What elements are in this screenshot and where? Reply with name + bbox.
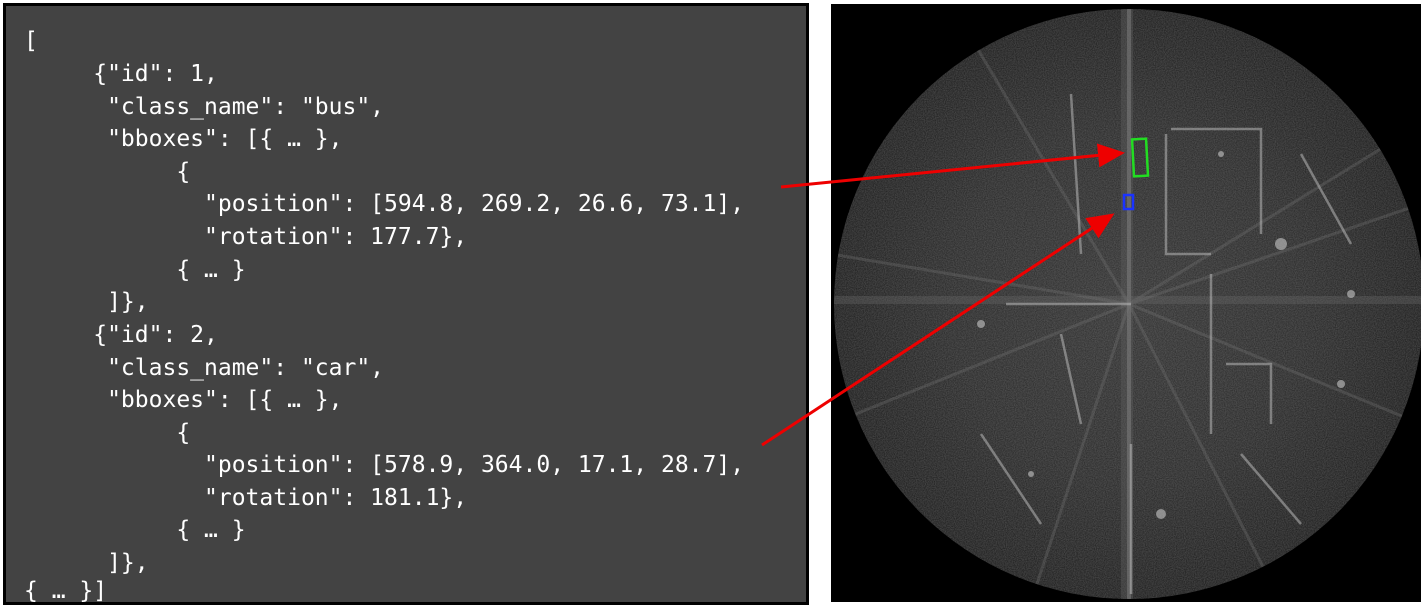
code-line: ]}, xyxy=(24,289,149,315)
radar-scan-image xyxy=(834,9,1421,599)
code-line: { xyxy=(24,420,191,446)
code-line: {"id": 1, xyxy=(24,61,218,87)
code-line: ]}, xyxy=(24,550,149,576)
bus-bounding-box xyxy=(1130,137,1150,178)
code-line: {"id": 2, xyxy=(24,322,218,348)
code-line: "class_name": "car", xyxy=(24,355,385,381)
code-line: "rotation": 177.7}, xyxy=(24,224,468,250)
code-line: "position": [578.9, 364.0, 17.1, 28.7], xyxy=(24,452,745,478)
code-line: { … } xyxy=(24,517,246,543)
car-bounding-box xyxy=(1122,193,1135,211)
code-line: { … }] xyxy=(24,578,108,604)
code-line: [ xyxy=(24,28,38,54)
code-line: "bboxes": [{ … }, xyxy=(24,387,343,413)
code-line: "position": [594.8, 269.2, 26.6, 73.1], xyxy=(24,191,745,217)
code-line: "class_name": "bus", xyxy=(24,94,385,120)
radar-image-panel xyxy=(831,4,1421,602)
code-line: { xyxy=(24,159,191,185)
json-code-panel: [ {"id": 1, "class_name": "bus", "bboxes… xyxy=(3,3,809,605)
radar-texture xyxy=(834,9,1421,599)
code-line: "rotation": 181.1}, xyxy=(24,485,468,511)
code-line: "bboxes": [{ … }, xyxy=(24,126,343,152)
code-line: { … } xyxy=(24,257,246,283)
